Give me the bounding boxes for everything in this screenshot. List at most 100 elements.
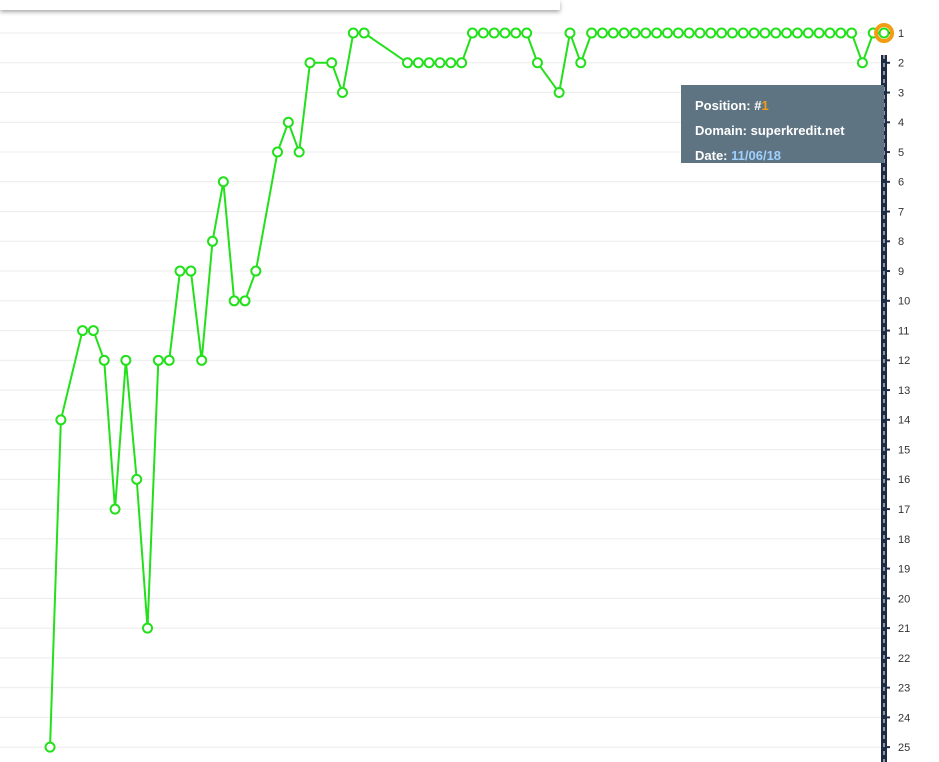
point [802,27,814,39]
point [770,27,782,39]
y-tick-label: 19 [898,564,910,576]
label: Date: [695,148,728,163]
point [163,354,175,366]
point [217,176,229,188]
point [272,146,284,158]
point [813,27,825,39]
y-tick-label: 7 [898,206,904,218]
point [499,27,511,39]
tooltip-date: Date: 11/06/18 [695,143,870,168]
y-tick-label: 22 [898,653,910,665]
point [326,57,338,69]
point [878,27,890,39]
point [466,27,478,39]
y-tick-label: 6 [898,177,904,189]
y-tick-label: 18 [898,534,910,546]
point [336,87,348,99]
point [120,354,132,366]
highlight-point [874,23,895,44]
point [531,57,543,69]
point [55,414,67,426]
point [607,27,619,39]
point [304,57,316,69]
point [44,741,56,753]
y-tick-label: 17 [898,504,910,516]
point [846,27,858,39]
value: 1 [761,98,769,113]
point [347,27,359,39]
y-tick-label: 11 [898,325,909,337]
point [250,265,262,277]
point [488,27,500,39]
point [293,146,305,158]
point [98,354,110,366]
point [510,27,522,39]
point [174,265,186,277]
point [152,354,164,366]
point [185,265,197,277]
point [521,27,533,39]
point [716,27,728,39]
y-tick-label: 13 [898,385,910,397]
point [207,235,219,247]
point [239,295,251,307]
point [401,57,413,69]
label: Position: # [695,98,762,113]
y-tick-label: 9 [898,266,904,278]
point [835,27,847,39]
point [618,27,630,39]
y-tick-label: 1 [898,28,904,40]
y-tick-label: 20 [898,593,910,605]
point [553,87,565,99]
point [423,57,435,69]
point [196,354,208,366]
point [683,27,695,39]
point [434,57,446,69]
point [131,473,143,485]
point [477,27,489,39]
point [228,295,240,307]
point [759,27,771,39]
y-tick-label: 2 [898,58,904,70]
y-tick-label: 14 [898,415,910,427]
point [87,325,99,337]
point [282,116,294,128]
point [412,57,424,69]
y-tick-label: 4 [898,117,904,129]
point [456,57,468,69]
point [748,27,760,39]
top-panel [0,0,560,10]
y-tick-label: 3 [898,87,904,99]
tooltip-domain: Domain: superkredit.net [695,123,845,138]
point [564,27,576,39]
point [596,27,608,39]
point [640,27,652,39]
point [824,27,836,39]
point [109,503,121,515]
point [358,27,370,39]
y-tick-label: 5 [898,147,904,159]
y-tick-label: 12 [898,355,910,367]
point [445,57,457,69]
point [586,27,598,39]
y-tick-label: 8 [898,236,904,248]
point [651,27,663,39]
point [705,27,717,39]
value: 11/06/18 [731,148,782,163]
point [791,27,803,39]
point [575,57,587,69]
point [661,27,673,39]
tooltip: Position: #1 Domain: superkredit.net Dat… [681,85,884,163]
point [856,57,868,69]
point [726,27,738,39]
y-tick-label: 10 [898,296,910,308]
y-tick-label: 15 [898,444,910,456]
point [781,27,793,39]
y-tick-label: 23 [898,683,910,695]
point [77,325,89,337]
point [142,622,154,634]
tooltip-position: Position: #1 [695,93,870,118]
point [694,27,706,39]
